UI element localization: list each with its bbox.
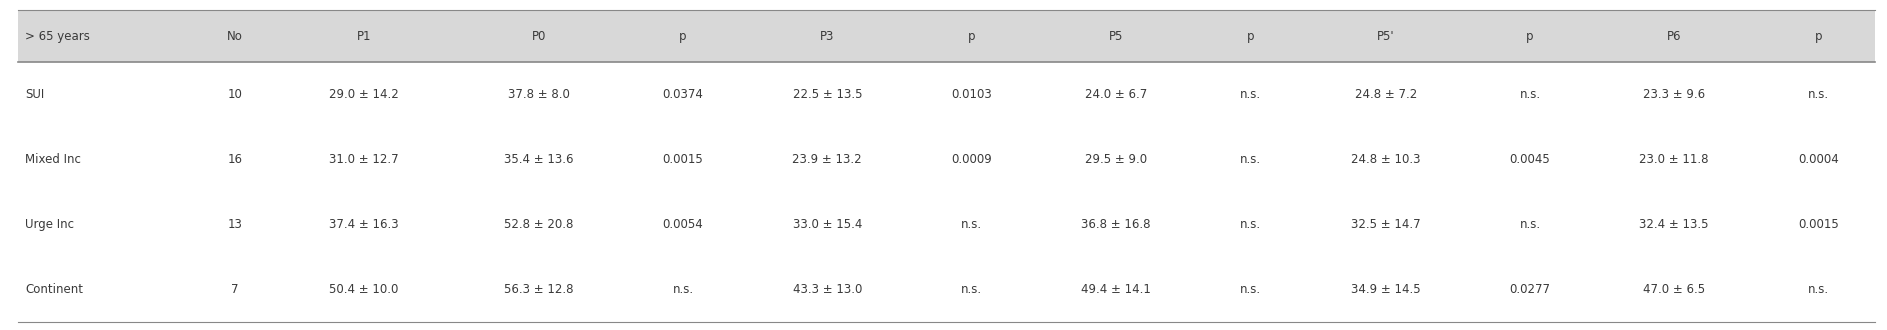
Text: P6: P6 bbox=[1666, 29, 1681, 43]
Text: Urge Inc: Urge Inc bbox=[25, 218, 74, 231]
Text: 24.8 ± 7.2: 24.8 ± 7.2 bbox=[1355, 88, 1417, 101]
Text: n.s.: n.s. bbox=[1240, 153, 1261, 166]
Text: 0.0103: 0.0103 bbox=[951, 88, 993, 101]
Text: 56.3 ± 12.8: 56.3 ± 12.8 bbox=[504, 283, 574, 296]
Text: 50.4 ± 10.0: 50.4 ± 10.0 bbox=[328, 283, 398, 296]
Text: 37.4 ± 16.3: 37.4 ± 16.3 bbox=[328, 218, 398, 231]
Text: 23.9 ± 13.2: 23.9 ± 13.2 bbox=[793, 153, 862, 166]
Text: n.s.: n.s. bbox=[1808, 283, 1829, 296]
Text: 0.0054: 0.0054 bbox=[662, 218, 704, 231]
Text: 36.8 ± 16.8: 36.8 ± 16.8 bbox=[1081, 218, 1151, 231]
Text: 0.0004: 0.0004 bbox=[1798, 153, 1838, 166]
Text: P0: P0 bbox=[532, 29, 545, 43]
Text: 0.0045: 0.0045 bbox=[1510, 153, 1551, 166]
Text: n.s.: n.s. bbox=[1240, 218, 1261, 231]
Text: n.s.: n.s. bbox=[672, 283, 694, 296]
Text: 0.0277: 0.0277 bbox=[1510, 283, 1551, 296]
Text: 0.0015: 0.0015 bbox=[662, 153, 704, 166]
Text: 13: 13 bbox=[226, 218, 242, 231]
Text: 23.0 ± 11.8: 23.0 ± 11.8 bbox=[1640, 153, 1710, 166]
Text: P5: P5 bbox=[1108, 29, 1123, 43]
Text: p: p bbox=[1247, 29, 1255, 43]
Text: 32.5 ± 14.7: 32.5 ± 14.7 bbox=[1351, 218, 1421, 231]
Text: 43.3 ± 13.0: 43.3 ± 13.0 bbox=[793, 283, 862, 296]
Bar bbox=[19, 10, 1876, 62]
Text: p: p bbox=[1527, 29, 1534, 43]
Text: 24.0 ± 6.7: 24.0 ± 6.7 bbox=[1085, 88, 1147, 101]
Text: 23.3 ± 9.6: 23.3 ± 9.6 bbox=[1644, 88, 1706, 101]
Text: 10: 10 bbox=[226, 88, 242, 101]
Text: n.s.: n.s. bbox=[1240, 88, 1261, 101]
Text: No: No bbox=[226, 29, 243, 43]
Text: n.s.: n.s. bbox=[1519, 218, 1540, 231]
Text: > 65 years: > 65 years bbox=[25, 29, 91, 43]
Text: 16: 16 bbox=[226, 153, 242, 166]
Text: 52.8 ± 20.8: 52.8 ± 20.8 bbox=[504, 218, 574, 231]
Text: 29.5 ± 9.0: 29.5 ± 9.0 bbox=[1085, 153, 1147, 166]
Text: n.s.: n.s. bbox=[1519, 88, 1540, 101]
Text: Mixed Inc: Mixed Inc bbox=[25, 153, 81, 166]
Text: P3: P3 bbox=[821, 29, 834, 43]
Text: n.s.: n.s. bbox=[1808, 88, 1829, 101]
Text: 22.5 ± 13.5: 22.5 ± 13.5 bbox=[793, 88, 862, 101]
Text: P5': P5' bbox=[1378, 29, 1394, 43]
Text: 37.8 ± 8.0: 37.8 ± 8.0 bbox=[508, 88, 570, 101]
Text: P1: P1 bbox=[357, 29, 372, 43]
Text: Continent: Continent bbox=[25, 283, 83, 296]
Text: p: p bbox=[968, 29, 976, 43]
Text: n.s.: n.s. bbox=[1240, 283, 1261, 296]
Text: 32.4 ± 13.5: 32.4 ± 13.5 bbox=[1640, 218, 1710, 231]
Text: 0.0009: 0.0009 bbox=[951, 153, 993, 166]
Text: p: p bbox=[1815, 29, 1823, 43]
Text: 31.0 ± 12.7: 31.0 ± 12.7 bbox=[328, 153, 398, 166]
Text: 0.0015: 0.0015 bbox=[1798, 218, 1838, 231]
Text: 34.9 ± 14.5: 34.9 ± 14.5 bbox=[1351, 283, 1421, 296]
Text: n.s.: n.s. bbox=[960, 218, 981, 231]
Text: 29.0 ± 14.2: 29.0 ± 14.2 bbox=[328, 88, 398, 101]
Text: 47.0 ± 6.5: 47.0 ± 6.5 bbox=[1644, 283, 1706, 296]
Text: 0.0374: 0.0374 bbox=[662, 88, 704, 101]
Text: n.s.: n.s. bbox=[960, 283, 981, 296]
Text: SUI: SUI bbox=[25, 88, 43, 101]
Text: 24.8 ± 10.3: 24.8 ± 10.3 bbox=[1351, 153, 1421, 166]
Text: p: p bbox=[679, 29, 687, 43]
Text: 33.0 ± 15.4: 33.0 ± 15.4 bbox=[793, 218, 862, 231]
Text: 49.4 ± 14.1: 49.4 ± 14.1 bbox=[1081, 283, 1151, 296]
Text: 7: 7 bbox=[230, 283, 238, 296]
Text: 35.4 ± 13.6: 35.4 ± 13.6 bbox=[504, 153, 574, 166]
